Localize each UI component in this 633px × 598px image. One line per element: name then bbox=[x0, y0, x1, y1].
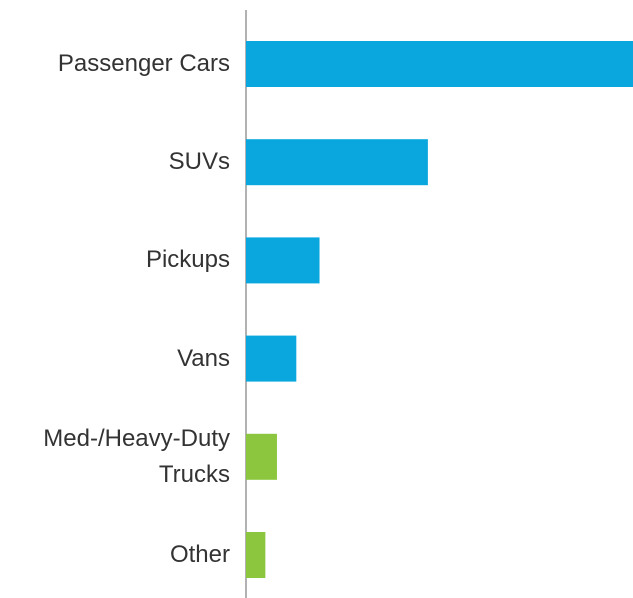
bar bbox=[246, 335, 297, 382]
category-label: Med-/Heavy-Duty Trucks bbox=[43, 424, 230, 488]
bar bbox=[246, 237, 320, 284]
bar bbox=[246, 433, 277, 480]
bar bbox=[246, 139, 428, 186]
category-label: Vans bbox=[177, 344, 230, 372]
category-label: Other bbox=[169, 541, 230, 568]
bar bbox=[246, 532, 266, 578]
category-label: Pickups bbox=[145, 246, 230, 274]
bar bbox=[246, 41, 633, 87]
category-label: Passenger Cars bbox=[57, 50, 230, 77]
category-label: SUVs bbox=[168, 148, 230, 176]
